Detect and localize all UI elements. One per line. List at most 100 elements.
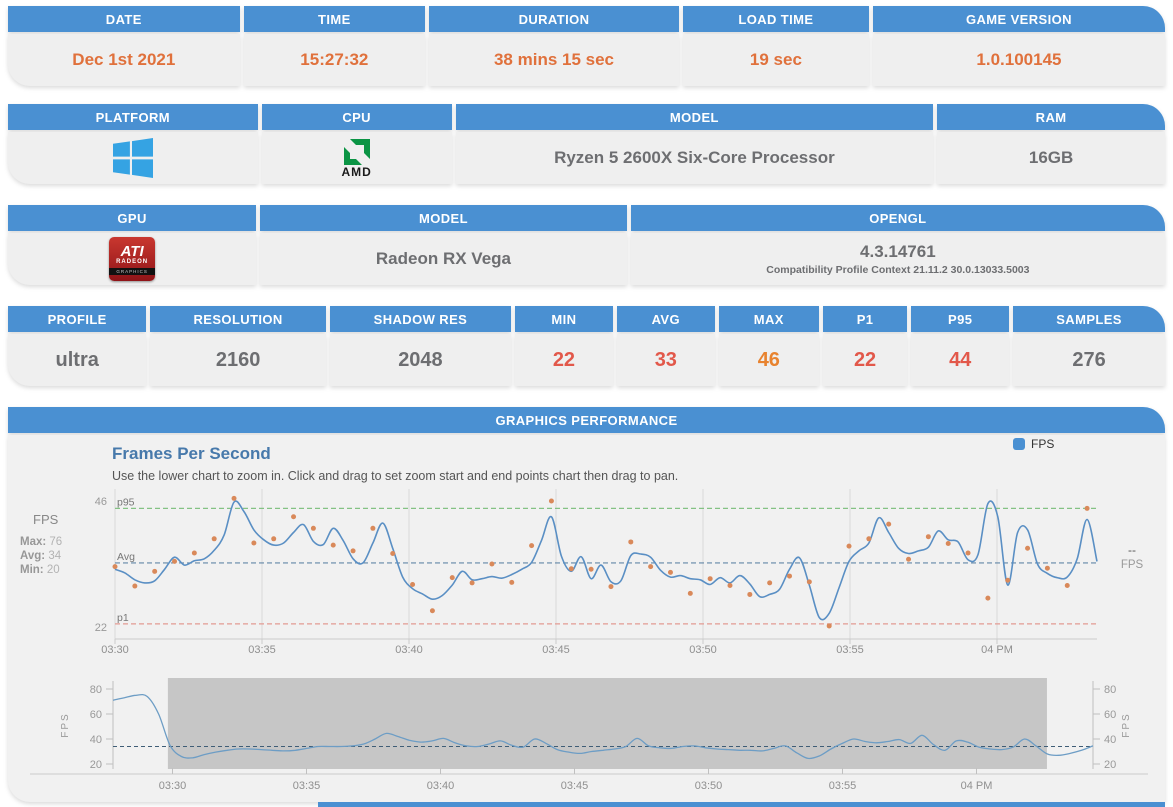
value-samples: 276 (1013, 334, 1165, 386)
nav-x-tick-label: 04 PM (961, 780, 993, 792)
x-tick-label: 03:55 (836, 644, 864, 656)
nav-y-tick-label: 20 (90, 759, 102, 771)
column-profile: PROFILE ultra (8, 306, 147, 386)
value-text-max: 46 (757, 348, 780, 371)
fps-sample-dot (568, 566, 574, 572)
value-text-profile: ultra (55, 348, 99, 371)
nav-fps-line-series (112, 693, 1094, 760)
header-opengl: OPENGL (630, 205, 1165, 231)
nav-y-tick-label: 80 (90, 684, 102, 696)
windows-logo-icon (112, 138, 153, 178)
x-tick-label: 03:35 (248, 644, 276, 656)
column-model: MODEL Radeon RX Vega (260, 205, 627, 285)
header-min: MIN (515, 306, 613, 332)
x-tick-label: 04 PM (981, 644, 1013, 656)
graphics-performance-body: 03:30 03:35 03:40 03:45 03:50 03:55 04 PM 46 22 p… (8, 435, 1165, 802)
column-opengl: OPENGL 4.3.14761 Compatibility Profile Con… (630, 205, 1165, 285)
value-model: Radeon RX Vega (260, 233, 627, 285)
value-shadow-res: 2048 (329, 334, 511, 386)
fps-sample-dot (509, 579, 515, 585)
fps-sample-dot (429, 608, 435, 614)
fps-sample-dot (330, 542, 336, 548)
hover-readout: -- FPS (1112, 543, 1152, 571)
header-platform: PLATFORM (8, 104, 258, 130)
fps-sample-dot (906, 556, 912, 562)
fps-sample-dot (846, 543, 852, 549)
column-samples: SAMPLES 276 (1013, 306, 1165, 386)
value-text-samples: 276 (1072, 348, 1106, 371)
column-date: DATE Dec 1st 2021 (8, 6, 240, 86)
nav-y-tick-label: 20 (1104, 759, 1116, 771)
fps-sample-dot (410, 581, 416, 587)
value-text-date: Dec 1st 2021 (72, 50, 176, 69)
ati-radeon-logo-icon: ATI RADEON GRAPHICS (8, 233, 257, 285)
header-duration: DURATION (429, 6, 679, 32)
header-p95: P95 (911, 306, 1010, 332)
column-duration: DURATION 38 mins 15 sec (429, 6, 679, 86)
header-avg: AVG (616, 306, 715, 332)
value-profile: ultra (8, 334, 147, 386)
column-load-time: LOAD TIME 19 sec (682, 6, 869, 86)
value-text-shadow-res: 2048 (398, 348, 443, 371)
nav-x-tick-label: 03:35 (293, 780, 321, 792)
fps-sample-dot (489, 561, 495, 567)
navigator-selection[interactable] (167, 678, 1047, 769)
column-cpu: CPU AMD (261, 104, 452, 184)
value-text-duration: 38 mins 15 sec (493, 50, 614, 69)
stat-avg: Avg: 34 (20, 550, 62, 562)
x-tick-label: 03:50 (689, 644, 717, 656)
fps-sample-dot (211, 536, 217, 542)
ati-graphics-text: GRAPHICS (109, 267, 156, 275)
fps-sample-dot (1084, 505, 1090, 511)
fps-sample-dot (390, 551, 396, 556)
header-shadow-res: SHADOW RES (329, 306, 511, 332)
value-game-version: 1.0.100145 (872, 34, 1165, 86)
header-model: MODEL (455, 104, 934, 130)
value-time: 15:27:32 (243, 34, 426, 86)
fps-sample-dot (886, 521, 892, 527)
header-time: TIME (243, 6, 426, 32)
column-p1: P1 22 (822, 306, 908, 386)
value-duration: 38 mins 15 sec (429, 34, 679, 86)
header-cpu: CPU (261, 104, 452, 130)
value-text-resolution: 2160 (215, 348, 261, 371)
nav-x-tick-label: 03:55 (829, 780, 857, 792)
fps-stats-block: Max: 76 Avg: 34 Min: 20 (20, 535, 62, 577)
column-min: MIN 22 (515, 306, 613, 386)
value-model: Ryzen 5 2600X Six-Core Processor (455, 132, 934, 184)
table-gpu: GPU ATI RADEON GRAPHICS MODEL Radeon RX Vega O… (8, 205, 1165, 285)
column-shadow-res: SHADOW RES 2048 (329, 306, 511, 386)
stat-min: Min: 20 (20, 564, 60, 576)
ati-logo-text: ATI (120, 242, 144, 260)
x-tick-label: 03:45 (542, 644, 570, 656)
header-ram: RAM (937, 104, 1165, 130)
legend-item-fps[interactable]: FPS (1013, 437, 1054, 451)
column-p95: P95 44 (911, 306, 1010, 386)
column-game-version: GAME VERSION 1.0.100145 (872, 6, 1165, 86)
fps-sample-dot (925, 534, 931, 540)
column-avg: AVG 33 (616, 306, 715, 386)
header-load-time: LOAD TIME (682, 6, 869, 32)
y-tick-label: 46 (95, 496, 107, 508)
fps-sample-dot (529, 543, 535, 549)
header-date: DATE (8, 6, 240, 32)
ref-line-label-avg: Avg (117, 551, 135, 563)
value-max: 46 (718, 334, 819, 386)
fps-sample-dot (767, 580, 773, 586)
header-model: MODEL (260, 205, 627, 231)
ati-radeon-text: RADEON (116, 258, 149, 265)
fps-sample-dot (945, 541, 951, 547)
hover-readout-unit: FPS (1120, 559, 1144, 571)
value-p95: 44 (911, 334, 1010, 386)
value-min: 22 (515, 334, 613, 386)
fps-sample-dot (172, 558, 178, 564)
fps-sample-dot (449, 575, 455, 581)
value-text-p1: 22 (853, 348, 877, 371)
ati-radeon-logo-icon: ATI RADEON GRAPHICS (109, 237, 156, 281)
stat-max: Max: 76 (20, 536, 63, 548)
amd-logo-icon: AMD (341, 138, 371, 178)
windows-logo-icon (8, 132, 258, 184)
fps-sample-dot (787, 573, 793, 579)
value-text-time: 15:27:32 (300, 50, 369, 69)
fps-sample-dot (370, 525, 376, 531)
